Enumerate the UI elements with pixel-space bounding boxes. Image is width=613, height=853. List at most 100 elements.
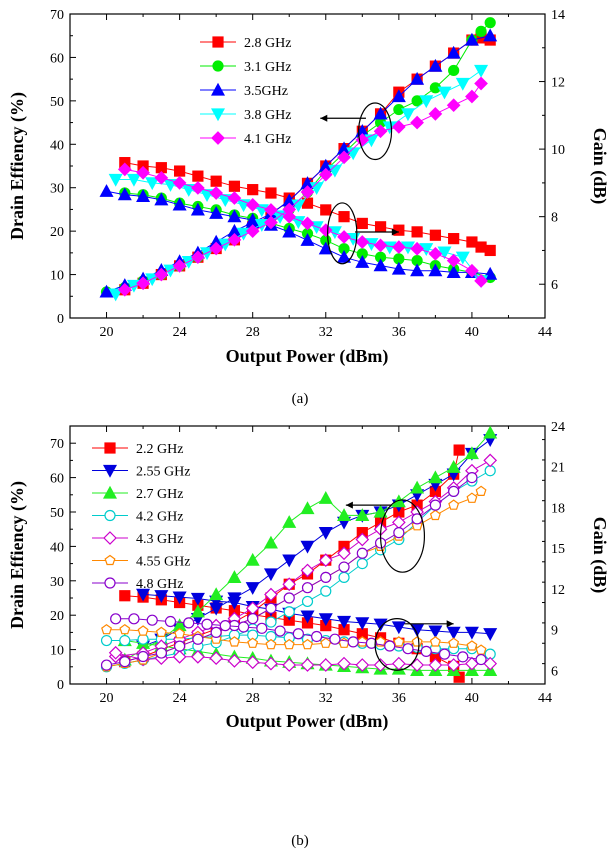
annotation-ellipse xyxy=(326,202,358,265)
legend-label: 2.7 GHz xyxy=(136,487,183,502)
annotation-ellipse xyxy=(358,102,393,161)
data-point xyxy=(209,206,224,219)
data-point xyxy=(393,636,405,647)
series-line xyxy=(106,629,482,651)
data-point xyxy=(245,655,260,670)
data-point xyxy=(356,636,368,647)
data-point xyxy=(245,552,260,566)
data-point xyxy=(446,45,461,59)
annotation-arrow-head xyxy=(345,501,353,509)
data-point xyxy=(108,173,123,187)
data-point xyxy=(466,640,478,651)
legend-marker xyxy=(210,82,226,96)
data-point xyxy=(128,613,140,625)
y-right-tick-label: 6 xyxy=(551,278,558,293)
y-left-tick-label: 70 xyxy=(50,8,64,23)
legend-marker xyxy=(103,531,117,545)
data-point xyxy=(174,628,186,639)
y-right-tick-label: 10 xyxy=(551,143,565,158)
data-point xyxy=(227,596,242,610)
legend-item: 4.3 GHz xyxy=(92,531,183,547)
data-point xyxy=(264,656,278,671)
data-point xyxy=(337,249,352,263)
data-point xyxy=(283,606,295,618)
data-point xyxy=(375,636,387,647)
data-point xyxy=(190,202,205,216)
data-point xyxy=(264,587,278,602)
data-point xyxy=(391,515,406,530)
data-point xyxy=(228,180,241,192)
data-point xyxy=(464,626,479,640)
data-point xyxy=(282,209,297,224)
data-point xyxy=(119,656,131,668)
series-4.8ghz-gain xyxy=(110,613,487,666)
data-point xyxy=(474,64,489,78)
data-point xyxy=(247,613,259,625)
legend-marker xyxy=(102,485,118,499)
chart-a-caption: (a) xyxy=(292,391,309,407)
data-point xyxy=(237,621,250,633)
data-point xyxy=(355,235,370,249)
legend-item: 4.1 GHz xyxy=(200,131,291,147)
data-point xyxy=(475,644,487,655)
legend-item: 3.5GHz xyxy=(200,82,288,99)
data-point xyxy=(209,241,224,256)
data-point xyxy=(318,613,333,627)
legend-marker xyxy=(104,554,116,566)
data-point xyxy=(117,162,132,177)
data-point xyxy=(228,619,241,632)
data-point xyxy=(136,189,151,202)
x-tick-label: 40 xyxy=(465,325,479,340)
y-right-tick-label: 6 xyxy=(551,664,558,679)
series-4.1ghz-gain xyxy=(117,162,488,288)
data-point xyxy=(318,241,333,255)
data-point xyxy=(410,241,424,256)
chart-b-plot-frame xyxy=(69,425,546,685)
data-point xyxy=(483,453,498,468)
data-point xyxy=(448,233,460,245)
data-point xyxy=(164,615,177,628)
series-4.55ghz-gain xyxy=(101,623,487,655)
y-right-tick-label: 8 xyxy=(551,211,558,226)
data-point xyxy=(136,165,150,180)
data-point xyxy=(172,197,187,211)
data-point xyxy=(172,259,187,273)
chart-a-ylabel-right: Gain (dB) xyxy=(589,128,610,205)
data-point xyxy=(191,649,205,664)
data-point xyxy=(355,532,370,547)
data-point xyxy=(282,658,297,672)
y-left-tick-label: 0 xyxy=(57,678,64,693)
data-point xyxy=(110,613,122,625)
x-tick-label: 24 xyxy=(173,691,187,706)
data-point xyxy=(265,602,277,614)
y-left-tick-label: 50 xyxy=(50,506,64,521)
data-point xyxy=(373,238,388,253)
data-point xyxy=(453,671,465,683)
data-point xyxy=(309,182,324,195)
data-point xyxy=(209,651,224,666)
annotation-arrow-head xyxy=(446,620,454,628)
legend-label: 4.8 GHz xyxy=(136,577,183,592)
legend-marker xyxy=(102,464,118,478)
data-point xyxy=(117,187,132,201)
data-point xyxy=(247,184,259,196)
series-line xyxy=(106,470,491,668)
data-point xyxy=(402,643,414,655)
y-left-tick-label: 40 xyxy=(50,138,64,153)
legend-label: 2.55 GHz xyxy=(136,465,190,480)
legend-item: 2.7 GHz xyxy=(92,485,183,502)
x-tick-label: 20 xyxy=(100,691,114,706)
data-point xyxy=(174,640,186,652)
data-point xyxy=(455,77,470,91)
legend-label: 2.8 GHz xyxy=(244,36,291,51)
data-point xyxy=(475,485,487,496)
legend-marker xyxy=(211,131,225,145)
data-point xyxy=(320,585,332,597)
chart-a-annotations xyxy=(320,102,399,265)
data-point xyxy=(318,223,333,238)
data-point xyxy=(274,625,286,637)
x-tick-label: 40 xyxy=(465,691,479,706)
data-point xyxy=(373,258,388,272)
annotation-arrow-head xyxy=(391,228,399,236)
y-left-tick-label: 20 xyxy=(50,609,64,624)
